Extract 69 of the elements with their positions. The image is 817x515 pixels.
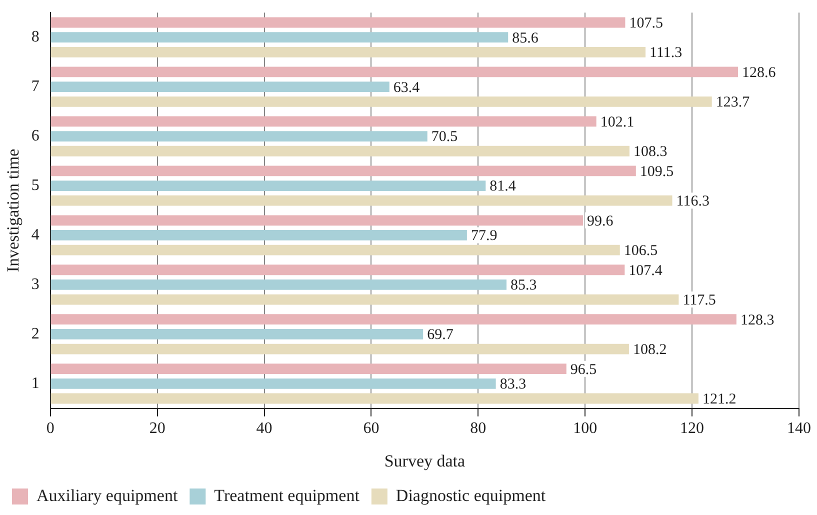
legend-label: Auxiliary equipment <box>36 486 178 505</box>
data-label: 69.7 <box>427 327 454 344</box>
data-label: 116.3 <box>676 194 710 210</box>
data-label: 111.3 <box>650 45 682 62</box>
bar <box>50 264 625 276</box>
bar <box>50 294 679 305</box>
x-tick-label: 60 <box>363 420 380 438</box>
data-label: 102.1 <box>600 114 634 130</box>
bar <box>50 146 630 156</box>
data-label: 107.4 <box>628 262 663 279</box>
y-tick-label: 6 <box>31 127 40 144</box>
data-label: 63.4 <box>393 80 420 96</box>
data-label: 109.5 <box>640 164 674 180</box>
y-tick-label: 4 <box>31 226 40 244</box>
y-axis-title: Investigation time <box>4 148 23 272</box>
data-label: 96.5 <box>570 362 597 378</box>
bar <box>50 364 566 374</box>
x-tick-label: 80 <box>470 420 486 438</box>
x-tick-label: 20 <box>149 420 166 438</box>
y-tick-label: 3 <box>31 276 40 293</box>
data-label: 128.3 <box>740 312 774 328</box>
bar <box>50 46 646 58</box>
data-label: 121.2 <box>702 391 736 408</box>
data-label: 85.6 <box>512 30 539 46</box>
data-label: 128.6 <box>742 64 776 81</box>
x-tick-label: 100 <box>573 420 598 438</box>
data-label: 108.2 <box>632 342 667 358</box>
bar <box>50 314 736 325</box>
bar <box>50 230 467 240</box>
data-label: 99.6 <box>586 213 614 230</box>
data-label: 117.5 <box>682 292 716 308</box>
bar <box>50 32 508 43</box>
bar <box>50 244 620 256</box>
bar <box>50 166 636 176</box>
bar <box>50 82 390 92</box>
bar <box>50 195 672 206</box>
bar <box>50 280 507 290</box>
data-label: 107.5 <box>629 15 663 32</box>
x-axis-title: Survey data <box>384 451 466 470</box>
x-tick-label: 40 <box>256 420 272 438</box>
data-label: 81.4 <box>490 178 516 195</box>
data-label: 77.9 <box>470 228 498 244</box>
legend-label: Diagnostic equipment <box>396 486 546 505</box>
bar <box>50 215 583 226</box>
data-label: 83.3 <box>500 376 526 393</box>
x-tick-label: 120 <box>680 420 704 438</box>
y-tick-label: 5 <box>31 176 40 194</box>
data-label: 70.5 <box>431 129 458 146</box>
bar <box>50 131 428 142</box>
bar <box>50 328 424 340</box>
bar <box>50 96 712 107</box>
bar <box>50 393 698 404</box>
bar <box>50 344 629 354</box>
bar <box>50 180 486 191</box>
y-tick-label: 2 <box>31 325 40 342</box>
bar <box>50 17 626 28</box>
data-label: 108.3 <box>633 144 668 160</box>
bar <box>50 378 496 389</box>
bar <box>50 66 738 78</box>
legend-label: Treatment equipment <box>214 486 360 505</box>
x-tick-label: 140 <box>787 420 811 438</box>
data-label: 85.3 <box>510 278 537 294</box>
x-tick-label: 0 <box>46 420 54 438</box>
data-label: 123.7 <box>716 94 750 111</box>
y-tick-label: 7 <box>31 78 40 96</box>
bar <box>50 116 596 127</box>
y-tick-label: 8 <box>31 28 40 46</box>
data-label: 106.5 <box>624 243 658 260</box>
y-tick-label: 1 <box>31 374 40 392</box>
